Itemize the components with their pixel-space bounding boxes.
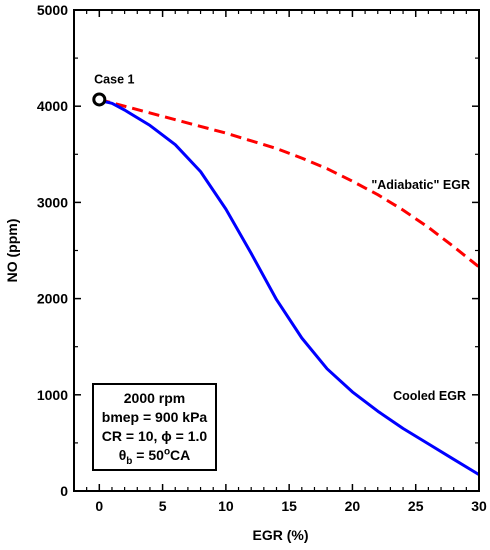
- y-tick-label: 4000: [37, 98, 68, 114]
- x-tick-label: 15: [281, 498, 297, 514]
- x-tick-label: 20: [345, 498, 361, 514]
- x-tick-label: 25: [408, 498, 424, 514]
- x-tick-label: 5: [159, 498, 167, 514]
- y-tick-label: 2000: [37, 291, 68, 307]
- x-tick-label: 30: [471, 498, 487, 514]
- adiabatic-egr-label: "Adiabatic" EGR: [371, 178, 470, 192]
- y-tick-label: 1000: [37, 387, 68, 403]
- y-tick-label: 0: [60, 483, 68, 499]
- burn-duration-text: θb = 50oCA: [118, 446, 191, 467]
- adiabatic-egr-line: [98, 98, 480, 269]
- y-tick-label: 3000: [37, 194, 68, 210]
- x-axis-ticks: 0 5 10 15 20 25 30: [73, 10, 487, 514]
- speed-text: 2000 rpm: [123, 390, 186, 406]
- x-tick-label: 10: [218, 498, 234, 514]
- series-layer: [98, 98, 480, 476]
- x-axis-title: EGR (%): [253, 527, 309, 543]
- y-axis-title: NO (ppm): [4, 219, 20, 283]
- cooled-egr-label: Cooled EGR: [393, 389, 466, 403]
- bmep-text: bmep = 900 kPa: [101, 409, 208, 425]
- y-tick-label: 5000: [37, 2, 68, 18]
- operating-conditions-box: 2000 rpm bmep = 900 kPa CR = 10, ϕ = 1.0…: [92, 383, 217, 471]
- case-1-marker: [92, 92, 107, 107]
- case-1-label: Case 1: [94, 72, 134, 86]
- cr-phi-text: CR = 10, ϕ = 1.0: [101, 428, 208, 444]
- cooled-egr-line: [98, 98, 480, 476]
- x-tick-label: 0: [95, 498, 103, 514]
- plot-frame: [73, 9, 480, 492]
